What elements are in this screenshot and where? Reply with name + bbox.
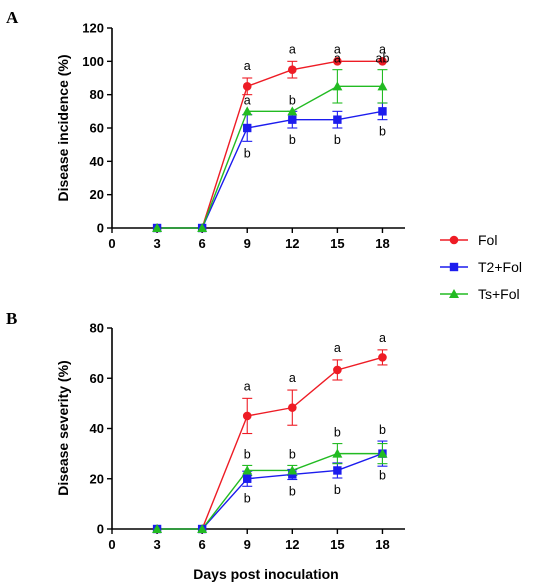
y-tick-label: 120 (82, 21, 104, 36)
x-tick-label: 6 (199, 537, 206, 552)
data-point (288, 470, 297, 479)
y-tick-label: 100 (82, 54, 104, 69)
x-tick-label: 12 (285, 236, 299, 251)
x-tick-label: 9 (244, 537, 251, 552)
panel-b-label: B (6, 309, 17, 328)
x-tick-label: 15 (330, 537, 344, 552)
series-line (157, 85, 383, 229)
data-point (287, 106, 298, 116)
data-point (333, 57, 342, 66)
legend-label: Fol (478, 232, 497, 248)
significance-letter: a (244, 59, 251, 73)
significance-letter: a (379, 42, 386, 56)
data-point (242, 82, 252, 91)
y-axis-title: Disease severity (%) (55, 360, 71, 495)
data-point (378, 107, 387, 116)
panel-a-plot: 0 20 40 60 80 100 120 0 3 6 9 12 15 18 Disease inciden… (55, 21, 405, 251)
significance-letter: a (289, 371, 296, 385)
data-point (332, 448, 343, 458)
y-tick-label: 60 (90, 371, 104, 386)
data-point (377, 81, 388, 91)
data-point (287, 465, 298, 475)
data-point (288, 403, 297, 412)
y-tick-label: 80 (90, 321, 104, 336)
significance-letter: a (379, 331, 386, 345)
data-point (333, 365, 342, 375)
significance-letter: b (334, 133, 341, 147)
significance-letter: b (244, 447, 251, 461)
significance-letter: b (379, 125, 386, 139)
y-tick-label: 60 (90, 121, 104, 136)
x-tick-label: 3 (153, 537, 160, 552)
data-point (197, 524, 208, 533)
series-line (157, 110, 383, 229)
significance-letter: a (244, 379, 251, 393)
data-point (288, 65, 297, 74)
significance-letter: a (334, 341, 341, 355)
x-tick-label: 6 (199, 236, 206, 251)
significance-letter: a (289, 42, 296, 56)
legend-label: Ts+Fol (478, 286, 520, 302)
significance-letter: b (289, 93, 296, 107)
x-tick-label: 0 (108, 236, 115, 251)
significance-letter: a (334, 52, 341, 66)
data-point (378, 353, 387, 362)
significance-letter: b (289, 133, 296, 147)
significance-letter: a (334, 42, 341, 56)
legend-marker (449, 235, 459, 245)
series-line (157, 452, 383, 530)
data-point (242, 465, 253, 475)
data-point (288, 115, 297, 124)
significance-letter: b (379, 423, 386, 437)
legend-marker (449, 262, 459, 272)
data-point (243, 123, 252, 133)
significance-letter: a (244, 93, 251, 107)
x-axis-title: Days post inoculation (193, 566, 338, 582)
significance-letter: b (289, 447, 296, 461)
significance-letter: ab (376, 52, 390, 66)
x-tick-label: 0 (108, 537, 115, 552)
legend: Fol T2+Fol Ts+Fol (440, 232, 522, 302)
y-tick-label: 20 (90, 187, 104, 202)
significance-letter: b (244, 146, 251, 160)
y-tick-label: 20 (90, 471, 104, 486)
legend-marker (449, 289, 459, 298)
x-tick-label: 3 (153, 236, 160, 251)
x-tick-label: 18 (375, 537, 389, 552)
significance-letter: b (379, 469, 386, 483)
y-tick-label: 40 (90, 154, 104, 169)
panel-a-label: A (6, 8, 19, 27)
data-point (242, 106, 253, 116)
y-tick-label: 0 (97, 522, 104, 537)
data-point (243, 474, 252, 483)
significance-letter: b (244, 491, 251, 505)
data-point (197, 223, 208, 232)
y-tick-label: 80 (90, 87, 104, 102)
x-tick-label: 9 (244, 236, 251, 251)
series-line (157, 452, 383, 530)
significance-letter: b (289, 485, 296, 499)
data-point (152, 524, 163, 533)
legend-label: T2+Fol (478, 259, 522, 275)
data-point (377, 448, 388, 458)
series-line (157, 356, 383, 530)
data-point (152, 223, 163, 232)
data-point (332, 81, 343, 91)
data-point (333, 115, 342, 124)
data-point (333, 466, 342, 475)
x-tick-label: 15 (330, 236, 344, 251)
data-point (242, 411, 252, 421)
y-axis-title: Disease incidence (%) (55, 54, 71, 201)
panel-b-plot: 0 20 40 60 80 0 3 6 9 12 15 18 Disease severity (%) a… (55, 321, 405, 552)
y-tick-label: 40 (90, 421, 104, 436)
x-tick-label: 12 (285, 537, 299, 552)
significance-letter: b (334, 483, 341, 497)
x-tick-label: 18 (375, 236, 389, 251)
significance-letter: b (334, 426, 341, 440)
data-point (378, 57, 387, 66)
y-tick-label: 0 (97, 221, 104, 236)
